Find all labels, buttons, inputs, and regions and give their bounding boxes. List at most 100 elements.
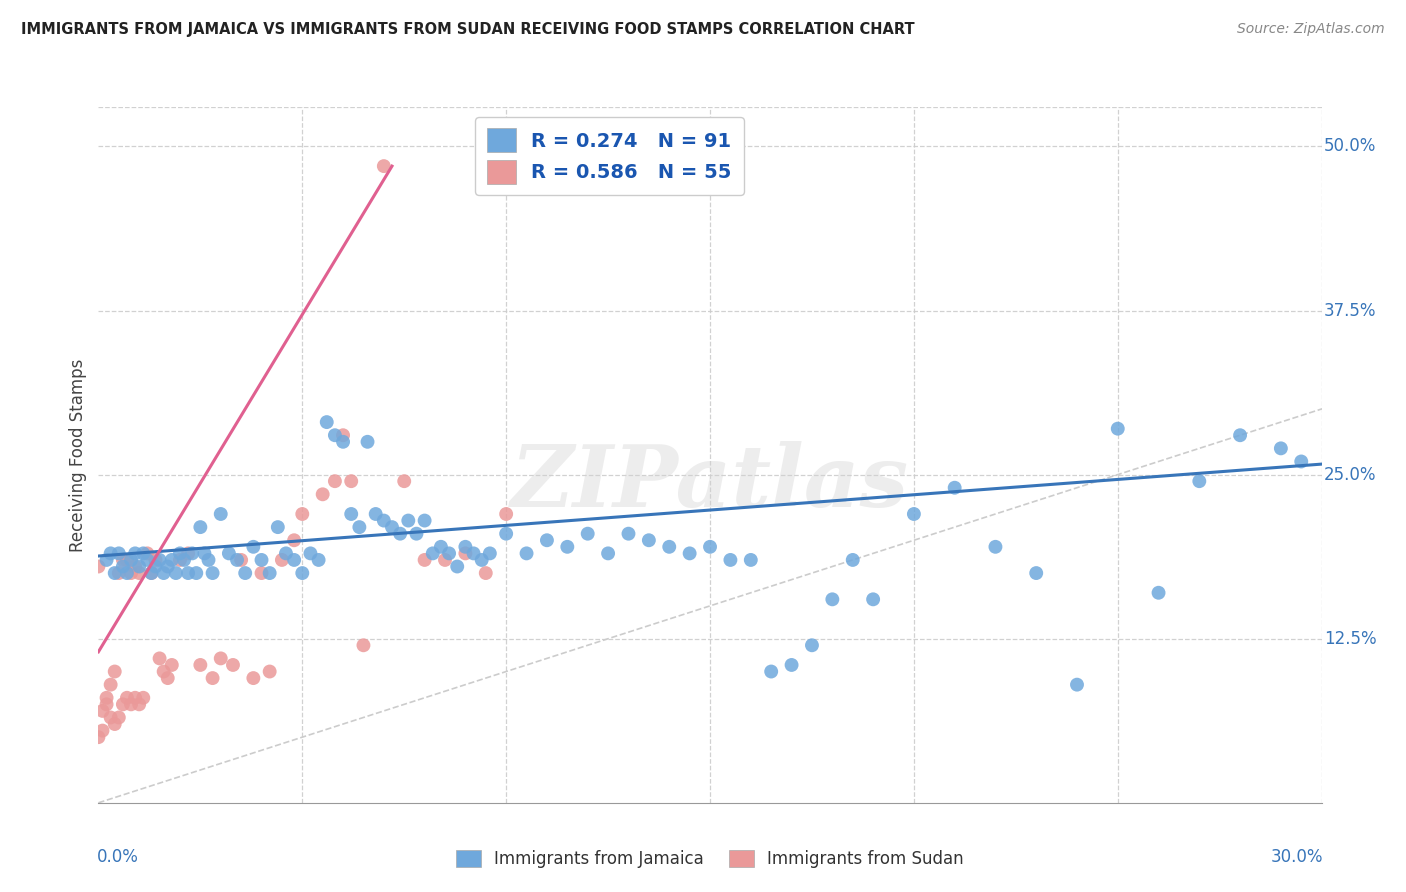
Point — [156, 559, 179, 574]
Point — [658, 540, 681, 554]
Text: Source: ZipAtlas.com: Source: ZipAtlas.com — [1237, 22, 1385, 37]
Point — [274, 546, 297, 560]
Point — [111, 698, 134, 712]
Point — [259, 665, 281, 679]
Point — [104, 566, 127, 580]
Text: 50.0%: 50.0% — [1324, 137, 1376, 155]
Point — [108, 566, 131, 580]
Point — [141, 566, 163, 580]
Point — [188, 520, 212, 534]
Point — [209, 507, 232, 521]
Point — [984, 540, 1007, 554]
Point — [463, 546, 485, 560]
Point — [270, 553, 294, 567]
Point — [283, 553, 305, 567]
Text: IMMIGRANTS FROM JAMAICA VS IMMIGRANTS FROM SUDAN RECEIVING FOOD STAMPS CORRELATI: IMMIGRANTS FROM JAMAICA VS IMMIGRANTS FR… — [21, 22, 915, 37]
Point — [233, 566, 256, 580]
Point — [903, 507, 925, 521]
Point — [576, 526, 599, 541]
Point — [177, 566, 200, 580]
Point — [340, 507, 363, 521]
Point — [226, 553, 249, 567]
Point — [299, 546, 322, 560]
Point — [841, 553, 863, 567]
Point — [111, 559, 134, 574]
Point — [128, 566, 150, 580]
Point — [132, 546, 155, 560]
Point — [718, 553, 742, 567]
Point — [434, 553, 457, 567]
Point — [761, 665, 783, 679]
Point — [177, 546, 200, 560]
Text: 30.0%: 30.0% — [1271, 848, 1323, 866]
Point — [160, 553, 183, 567]
Point — [943, 481, 966, 495]
Point — [152, 566, 174, 580]
Point — [132, 690, 155, 705]
Point — [373, 159, 395, 173]
Point — [396, 514, 419, 528]
Point — [173, 553, 195, 567]
Point — [323, 474, 346, 488]
Point — [801, 638, 824, 652]
Point — [156, 671, 179, 685]
Point — [495, 507, 517, 521]
Point — [193, 546, 215, 560]
Point — [1291, 454, 1313, 468]
Point — [413, 514, 436, 528]
Point — [422, 546, 444, 560]
Point — [598, 546, 620, 560]
Point — [381, 520, 404, 534]
Point — [87, 730, 110, 744]
Point — [120, 553, 142, 567]
Point — [389, 526, 412, 541]
Point — [454, 540, 477, 554]
Point — [152, 665, 174, 679]
Point — [231, 553, 253, 567]
Point — [100, 678, 122, 692]
Point — [1229, 428, 1251, 442]
Point — [478, 546, 501, 560]
Point — [169, 546, 191, 560]
Point — [349, 520, 371, 534]
Point — [373, 514, 395, 528]
Point — [1107, 422, 1129, 436]
Point — [124, 546, 146, 560]
Point — [124, 559, 146, 574]
Point — [332, 428, 354, 442]
Text: 0.0%: 0.0% — [97, 848, 139, 866]
Point — [87, 559, 110, 574]
Point — [516, 546, 538, 560]
Point — [267, 520, 290, 534]
Point — [242, 671, 264, 685]
Point — [91, 704, 114, 718]
Point — [96, 553, 118, 567]
Point — [120, 566, 142, 580]
Point — [91, 723, 114, 738]
Text: 12.5%: 12.5% — [1324, 630, 1376, 648]
Point — [160, 657, 183, 672]
Point — [250, 553, 273, 567]
Point — [169, 553, 191, 567]
Point — [100, 546, 122, 560]
Text: 37.5%: 37.5% — [1324, 301, 1376, 319]
Point — [446, 559, 468, 574]
Point — [495, 526, 517, 541]
Point — [259, 566, 281, 580]
Point — [862, 592, 884, 607]
Point — [437, 546, 460, 560]
Point — [136, 546, 159, 560]
Point — [108, 710, 131, 724]
Point — [128, 698, 150, 712]
Point — [454, 546, 477, 560]
Point — [356, 434, 378, 449]
Point — [115, 553, 138, 567]
Point — [222, 657, 245, 672]
Point — [1025, 566, 1047, 580]
Point — [323, 428, 346, 442]
Legend: Immigrants from Jamaica, Immigrants from Sudan: Immigrants from Jamaica, Immigrants from… — [450, 843, 970, 874]
Point — [209, 651, 232, 665]
Point — [250, 566, 273, 580]
Point — [1147, 586, 1170, 600]
Y-axis label: Receiving Food Stamps: Receiving Food Stamps — [69, 359, 87, 551]
